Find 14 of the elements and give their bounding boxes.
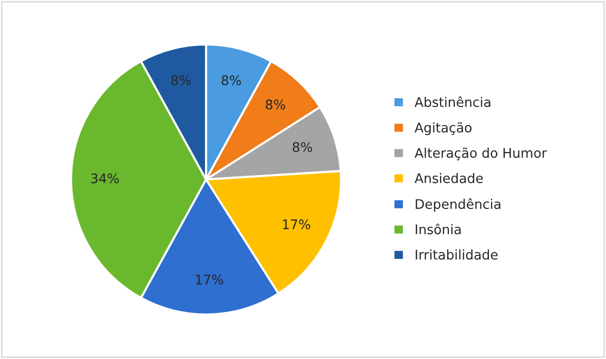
- data-label: 17%: [283, 219, 310, 230]
- data-label: 8%: [292, 142, 312, 152]
- legend-label: Irritabilidade: [416, 249, 498, 260]
- legend-label: Alteração do Humor: [414, 147, 547, 160]
- data-label: 8%: [222, 75, 241, 86]
- data-label: 8%: [266, 100, 286, 110]
- legend-label: Ansiedade: [414, 172, 483, 184]
- data-label: 34%: [91, 173, 119, 184]
- legend-label: Abstinência: [414, 96, 490, 108]
- data-label: 17%: [196, 274, 224, 285]
- legend-label: Insônia: [416, 224, 461, 234]
- data-label: 8%: [171, 75, 191, 86]
- legend-label: Agitação: [414, 122, 472, 136]
- legend-label: Dependência: [416, 198, 500, 212]
